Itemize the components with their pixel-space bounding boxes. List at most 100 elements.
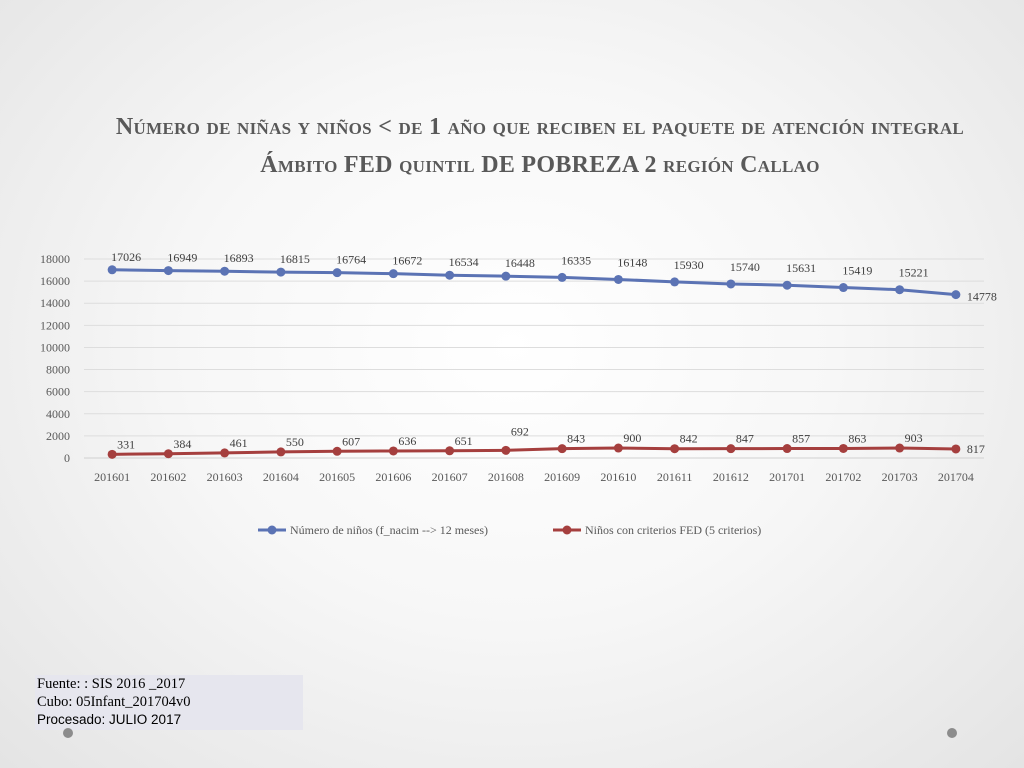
y-tick-label: 10000 <box>40 340 70 354</box>
data-point <box>445 446 455 456</box>
x-tick-label: 201608 <box>488 470 524 484</box>
x-tick-label: 201607 <box>432 470 468 484</box>
data-point <box>613 443 623 453</box>
processed-line: Procesado: JULIO 2017 <box>37 712 182 727</box>
data-point <box>220 266 230 276</box>
y-tick-label: 16000 <box>40 274 70 288</box>
data-label: 16335 <box>561 253 591 267</box>
data-point <box>163 266 173 276</box>
x-tick-label: 201603 <box>207 470 243 484</box>
data-point <box>276 447 286 457</box>
x-tick-label: 201703 <box>882 470 918 484</box>
y-tick-label: 0 <box>64 451 70 465</box>
data-label: 842 <box>680 432 698 446</box>
data-point <box>163 449 173 459</box>
source-box: Fuente: : SIS 2016 _2017 Cubo: 05Infant_… <box>35 675 303 730</box>
x-tick-label: 201612 <box>713 470 749 484</box>
data-point <box>726 444 736 454</box>
data-label: 857 <box>792 432 810 446</box>
series-lines <box>107 265 961 459</box>
x-tick-label: 201611 <box>657 470 693 484</box>
data-point <box>838 443 848 453</box>
legend-swatch-marker <box>562 525 572 535</box>
data-point <box>501 271 511 281</box>
data-label: 692 <box>511 424 529 438</box>
data-label: 817 <box>967 442 985 456</box>
data-label: 843 <box>567 432 585 446</box>
x-tick-label: 201602 <box>150 470 186 484</box>
data-label: 607 <box>342 434 360 448</box>
data-point <box>613 274 623 284</box>
data-point <box>388 446 398 456</box>
data-label: 15930 <box>674 258 704 272</box>
y-tick-label: 2000 <box>46 429 70 443</box>
data-label: 17026 <box>111 250 141 264</box>
data-label: 16448 <box>505 256 535 270</box>
x-tick-label: 201704 <box>938 470 974 484</box>
data-label: 863 <box>848 431 866 445</box>
data-point <box>332 446 342 456</box>
x-tick-label: 201610 <box>600 470 636 484</box>
decorative-dot-right <box>947 728 957 738</box>
data-point <box>670 277 680 287</box>
data-point <box>895 443 905 453</box>
data-point <box>332 268 342 278</box>
data-label: 461 <box>230 436 248 450</box>
data-label: 16764 <box>336 253 366 267</box>
data-label: 16949 <box>167 251 197 265</box>
data-point <box>670 444 680 454</box>
data-label: 16672 <box>392 254 422 268</box>
legend-label: Número de niños (f_nacim --> 12 meses) <box>290 523 488 537</box>
data-point <box>107 449 117 459</box>
data-label: 15740 <box>730 260 760 274</box>
data-point <box>388 269 398 279</box>
data-label: 903 <box>905 431 923 445</box>
data-label: 16815 <box>280 252 310 266</box>
data-point <box>445 270 455 280</box>
data-label: 384 <box>173 437 191 451</box>
data-label: 15419 <box>842 264 872 278</box>
data-label: 14778 <box>967 290 997 304</box>
data-point <box>107 265 117 275</box>
data-label: 636 <box>398 434 416 448</box>
data-point <box>501 445 511 455</box>
legend: Número de niños (f_nacim --> 12 meses) Ni… <box>258 523 761 537</box>
x-tick-label: 201604 <box>263 470 299 484</box>
slide-title: Número de niñas y niños < de 1 año que r… <box>115 114 965 178</box>
data-label: 331 <box>117 437 135 451</box>
data-point <box>951 444 961 454</box>
data-label: 16893 <box>224 251 254 265</box>
data-point <box>895 285 905 295</box>
data-point <box>557 272 567 282</box>
data-label: 16148 <box>617 255 647 269</box>
data-label: 847 <box>736 432 754 446</box>
y-tick-label: 6000 <box>46 385 70 399</box>
decorative-dot-left <box>63 728 73 738</box>
data-point <box>726 279 736 289</box>
gridlines <box>84 258 984 459</box>
data-point <box>838 283 848 293</box>
data-label: 15631 <box>786 261 816 275</box>
data-point <box>782 444 792 454</box>
x-tick-label: 201701 <box>769 470 805 484</box>
x-tick-label: 201606 <box>375 470 411 484</box>
x-tick-label: 201601 <box>94 470 130 484</box>
data-point <box>557 444 567 454</box>
data-labels: 17026 16949 16893 16815 16764 16672 16534 16448… <box>111 250 997 456</box>
source-line: Fuente: : SIS 2016 _2017 <box>37 676 186 692</box>
data-point <box>951 290 961 300</box>
data-point <box>220 448 230 458</box>
x-tick-label: 201605 <box>319 470 355 484</box>
y-tick-label: 18000 <box>40 252 70 266</box>
data-label: 16534 <box>449 255 479 269</box>
data-label: 550 <box>286 435 304 449</box>
legend-label: Niños con criterios FED (5 criterios) <box>585 523 761 537</box>
y-axis-ticks: 0 2000 4000 6000 8000 10000 12000 14000 16000 180… <box>40 252 70 465</box>
cube-line: Cubo: 05Infant_201704v0 <box>37 694 191 710</box>
legend-swatch-marker <box>267 525 277 535</box>
x-axis-ticks: 201601 201602 201603 201604 201605 201606 2016… <box>94 470 974 484</box>
y-tick-label: 14000 <box>40 296 70 310</box>
series-line <box>112 446 956 456</box>
data-label: 651 <box>455 434 473 448</box>
